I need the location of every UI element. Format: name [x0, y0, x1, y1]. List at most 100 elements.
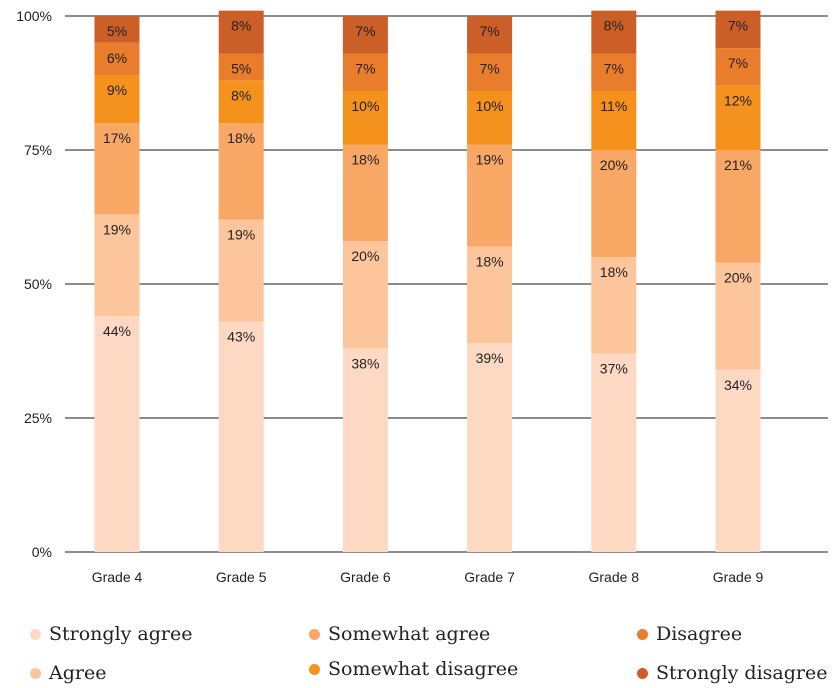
x-tick-label: Grade 9 [713, 569, 764, 585]
bar-segment [342, 91, 388, 145]
legend-label: Strongly disagree [656, 662, 828, 684]
bar-segment [342, 16, 388, 54]
bar-segment [467, 246, 513, 343]
bars [94, 10, 761, 552]
value-label: 18% [227, 130, 255, 146]
value-label: 6% [107, 50, 127, 66]
x-tick-label: Grade 6 [340, 569, 391, 585]
legend-swatch [637, 628, 648, 640]
value-label: 34% [724, 377, 752, 393]
value-label: 39% [476, 350, 504, 366]
bar-segment [94, 316, 140, 552]
legend-swatch [309, 663, 320, 675]
bar-segment [467, 53, 513, 92]
value-label: 17% [103, 130, 131, 146]
legend-item: Somewhat agree [309, 623, 490, 645]
bar-segment [715, 85, 761, 150]
y-tick-label: 75% [24, 142, 52, 158]
legend-item: Somewhat disagree [309, 658, 518, 680]
bar-segment [467, 91, 513, 145]
legend-swatch [30, 667, 41, 679]
legend-label: Somewhat agree [328, 623, 491, 645]
y-tick-label: 50% [24, 276, 52, 292]
bar-segment [218, 123, 264, 220]
value-label: 7% [355, 23, 375, 39]
bar-segment [218, 80, 264, 124]
bar-segment [342, 348, 388, 552]
legend-item: Strongly agree [30, 623, 192, 645]
value-label: 20% [351, 248, 379, 264]
bar-segment [467, 342, 513, 552]
bar-segment [591, 150, 637, 258]
value-label: 37% [600, 361, 628, 377]
bar-segment [715, 48, 761, 86]
bar-segment [715, 262, 761, 370]
value-label: 38% [351, 355, 379, 371]
value-label: 11% [600, 98, 627, 114]
bar-segment [218, 219, 264, 322]
value-labels: 44% 19% 17% 9% 6% 5% 43% 19% 18% 8% 5% 8% 38% 20% 18% 1… [103, 18, 752, 393]
value-label: 8% [231, 87, 251, 103]
gridlines: 0% 25% 50% 75% 100% [16, 8, 828, 560]
value-label: 20% [724, 270, 752, 286]
legend-label: Strongly agree [49, 623, 193, 645]
value-label: 7% [479, 23, 499, 39]
value-label: 7% [355, 61, 375, 77]
value-label: 12% [724, 93, 752, 109]
bar-segment [94, 74, 140, 124]
bar-segment [218, 321, 264, 552]
value-label: 18% [476, 253, 504, 269]
value-label: 5% [107, 23, 127, 39]
stacked-bar-chart: 0% 25% 50% 75% 100% 44% 19% 17% 9% 6% 5% 43% 19% 18%… [16, 8, 828, 585]
legend-item: Strongly disagree [637, 662, 827, 684]
bar-segment [94, 16, 140, 43]
legend-item: Disagree [637, 623, 742, 645]
bar-segment [591, 353, 637, 552]
x-tick-label: Grade 7 [464, 569, 515, 585]
legend-label: Disagree [656, 623, 743, 645]
bar-segment [94, 214, 140, 317]
legend-swatch [30, 628, 41, 640]
bar-segment [94, 123, 140, 215]
legend-swatch [637, 667, 648, 679]
bar-segment [591, 257, 637, 354]
value-label: 8% [604, 18, 624, 34]
bar-segment [342, 144, 388, 242]
x-tick-label: Grade 5 [216, 569, 267, 585]
bar-segment [591, 91, 637, 150]
bar-segment [342, 53, 388, 92]
legend-label: Agree [49, 662, 107, 684]
bar-segment [591, 53, 637, 92]
value-label: 9% [107, 82, 127, 98]
value-label: 7% [604, 61, 624, 77]
x-axis: Grade 4 Grade 5 Grade 6 Grade 7 Grade 8 Grade… [92, 569, 764, 585]
bar-segment [467, 144, 513, 247]
y-tick-label: 0% [32, 544, 52, 560]
bar-segment [715, 10, 761, 49]
value-label: 8% [231, 18, 251, 34]
x-tick-label: Grade 4 [92, 569, 143, 585]
x-tick-label: Grade 8 [589, 569, 640, 585]
value-label: 7% [479, 61, 499, 77]
value-label: 43% [227, 329, 255, 345]
value-label: 5% [231, 61, 251, 77]
value-label: 10% [351, 98, 379, 114]
value-label: 7% [728, 55, 748, 71]
value-label: 18% [600, 264, 628, 280]
bar-segment [715, 369, 761, 552]
y-tick-label: 25% [24, 410, 52, 426]
bar-segment [591, 10, 637, 54]
bar-segment [218, 53, 264, 81]
bar-segment [467, 16, 513, 54]
value-label: 19% [476, 152, 504, 168]
bar-segment [342, 241, 388, 349]
bar-segment [218, 10, 264, 54]
legend-label: Somewhat disagree [328, 658, 519, 680]
value-label: 44% [103, 323, 131, 339]
y-tick-label: 100% [16, 8, 52, 24]
value-label: 18% [351, 152, 379, 168]
bar-segment [94, 42, 140, 75]
value-label: 21% [724, 157, 752, 173]
value-label: 19% [103, 221, 131, 237]
legend-item: Agree [30, 662, 106, 684]
